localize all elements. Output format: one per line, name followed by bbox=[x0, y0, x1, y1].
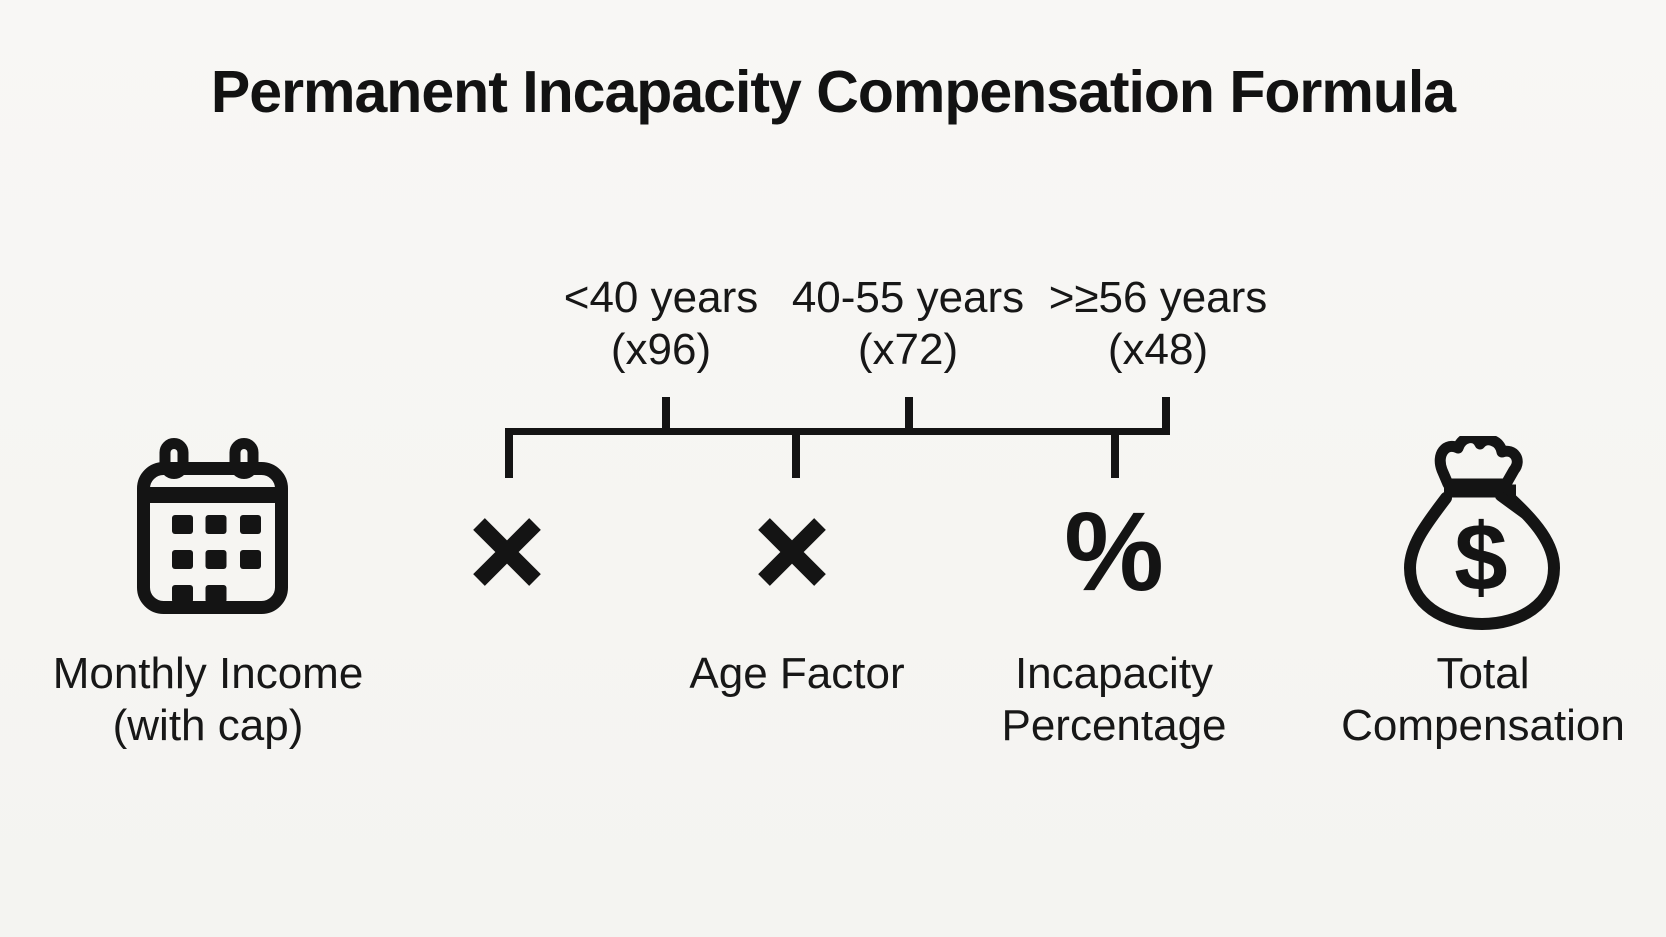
percent-symbol: % bbox=[1064, 489, 1164, 614]
age-group-56-plus: >≥56 years (x48) bbox=[1049, 272, 1268, 376]
label-line2: Compensation bbox=[1341, 701, 1625, 750]
incapacity-percentage-label: Incapacity Percentage bbox=[1001, 648, 1226, 752]
multiply-x-icon bbox=[758, 518, 826, 586]
label-line1: Incapacity bbox=[1014, 649, 1214, 698]
label-line2: Percentage bbox=[1001, 701, 1227, 750]
dollar-sign: $ bbox=[1454, 504, 1507, 611]
age-multiplier: (x96) bbox=[610, 325, 712, 374]
label-line1: Total bbox=[1436, 649, 1530, 698]
page-title: Permanent Incapacity Compensation Formul… bbox=[210, 59, 1456, 125]
money-bag-icon: $ bbox=[1404, 432, 1560, 630]
age-group-under-40: <40 years (x96) bbox=[564, 272, 758, 376]
calendar-icon bbox=[137, 438, 288, 614]
age-group-40-55: 40-55 years (x72) bbox=[792, 272, 1024, 376]
label-line1: Monthly Income bbox=[52, 649, 364, 698]
calendar-day-dots bbox=[172, 515, 261, 603]
total-compensation-label: Total Compensation bbox=[1341, 648, 1625, 752]
multiply-x-icon bbox=[473, 518, 541, 586]
age-multiplier: (x48) bbox=[1107, 325, 1209, 374]
age-bracket-connector bbox=[505, 397, 1170, 478]
monthly-income-node bbox=[135, 438, 290, 623]
age-factor-label: Age Factor bbox=[689, 648, 904, 700]
age-range: 40-55 years bbox=[791, 273, 1025, 322]
monthly-income-label: Monthly Income (with cap) bbox=[53, 648, 364, 752]
age-range: >≥56 years bbox=[1048, 273, 1268, 322]
age-multiplier: (x72) bbox=[857, 325, 959, 374]
age-range: <40 years bbox=[563, 273, 759, 322]
label-line1: Age Factor bbox=[689, 649, 905, 698]
total-compensation-node: $ bbox=[1402, 432, 1562, 638]
label-line2: (with cap) bbox=[112, 701, 304, 750]
